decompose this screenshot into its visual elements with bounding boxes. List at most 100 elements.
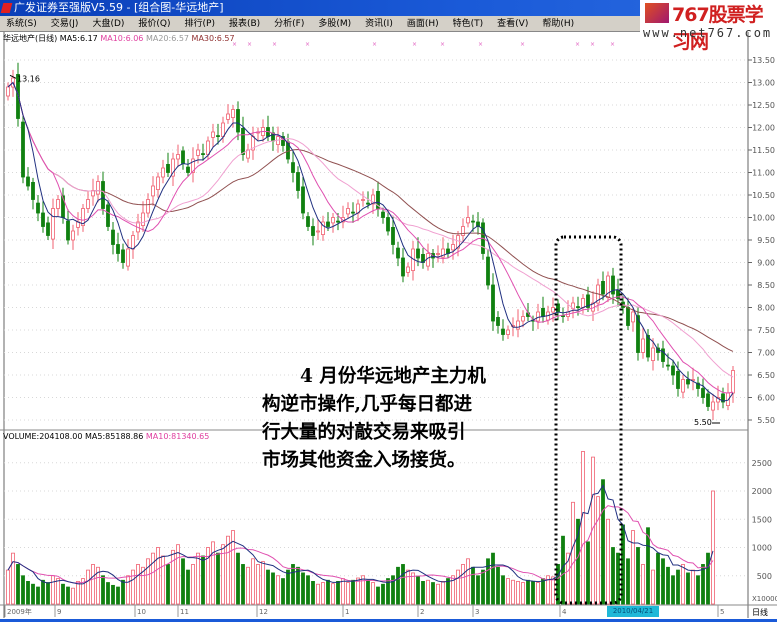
candle-down [391, 226, 395, 245]
info-marker-icon: × [412, 41, 417, 48]
menu-help[interactable]: 帮助(H) [542, 19, 575, 29]
high-price-label: 13.16 [17, 74, 40, 83]
volume-bar-up [176, 544, 180, 605]
candle-down [281, 136, 285, 146]
price-tick-label: 11.00 [752, 169, 775, 178]
menu-quote[interactable]: 报价(Q) [138, 19, 171, 29]
menu-rank[interactable]: 排行(P) [184, 19, 215, 29]
menu-report[interactable]: 报表(B) [228, 19, 261, 29]
candle-down [41, 212, 45, 227]
volume-bar-down [401, 564, 405, 605]
candle-up [211, 131, 215, 138]
candle-down [676, 370, 680, 389]
volume-tick-label: 2000 [752, 487, 772, 496]
candle-down [111, 229, 115, 245]
volume-bar-down [186, 569, 190, 605]
volume-bar-down [21, 575, 25, 605]
volume-bar-down [376, 586, 380, 605]
volume-bar-down [101, 575, 105, 605]
menu-analysis[interactable]: 分析(F) [274, 19, 305, 29]
volume-bar-up [596, 496, 600, 605]
volume-tick-label: 1500 [752, 515, 772, 524]
volume-bar-down [111, 584, 115, 605]
volume-bar-up [6, 569, 10, 605]
volume-bar-down [31, 583, 35, 605]
volume-bar-down [216, 552, 220, 605]
price-tick-label: 13.00 [752, 79, 775, 88]
price-tick-label: 7.50 [757, 326, 775, 335]
legend-ma5: MA5:6.17 [59, 34, 98, 43]
volume-bar-down [236, 552, 240, 605]
candle-up [156, 176, 160, 191]
volume-bar-up [341, 578, 345, 605]
menu-trade[interactable]: 交易(J) [50, 19, 79, 29]
legend-ma30: MA30:6.57 [191, 34, 235, 43]
price-legend: 华远地产(日线) MA5:6.17 MA10:6.06 MA20:6.57 MA… [3, 33, 235, 44]
ma10-line [7, 81, 734, 394]
candle-down [236, 109, 240, 133]
menu-market[interactable]: 大盘(D) [92, 19, 125, 29]
volume-bar-up [231, 530, 235, 605]
volume-bar-down [291, 564, 295, 605]
volume-bar-down [421, 581, 425, 605]
candle-down [106, 204, 110, 227]
volume-tick-label: 1000 [752, 544, 772, 553]
volume-bar-up [411, 572, 415, 605]
high-pointer [9, 74, 17, 79]
candle-down [36, 202, 40, 214]
candle-down [381, 211, 385, 218]
candle-up [226, 113, 230, 120]
candle-down [66, 220, 70, 241]
volume-bar-up [131, 569, 135, 605]
stock-chart[interactable]: 13.50 13.00 12.50 12.00 11.50 11.00 10.50 10.00… [0, 32, 777, 620]
volume-bar-up [96, 566, 100, 605]
candle-down [486, 256, 490, 286]
volume-bar-down [666, 566, 670, 605]
candle-up [681, 379, 685, 393]
volume-bar-down [661, 558, 665, 605]
info-marker-icon: × [478, 41, 483, 48]
price-tick-label: 8.50 [757, 281, 775, 290]
volume-bar-up [521, 582, 525, 605]
volume-bar-up [651, 569, 655, 605]
price-tick-label: 10.50 [752, 191, 775, 200]
candle-up [426, 253, 430, 267]
volume-bar-down [431, 582, 435, 605]
candle-up [141, 212, 145, 226]
volume-bar-up [76, 581, 80, 605]
volume-bar-up [211, 541, 215, 605]
menu-system[interactable]: 系统(S) [6, 19, 37, 29]
candle-down [401, 257, 405, 277]
volume-bar-down [266, 569, 270, 605]
menu-screen[interactable]: 画面(H) [406, 19, 439, 29]
candle-down [701, 388, 705, 398]
candle-down [21, 121, 25, 178]
menu-multi[interactable]: 多股(M) [318, 19, 352, 29]
candle-up [146, 199, 150, 214]
volume-bar-down [446, 578, 450, 605]
volume-bar-down [106, 582, 110, 605]
volume-bar-up [196, 552, 200, 605]
volume-bar-up [711, 490, 715, 605]
volume-bar-up [436, 583, 440, 605]
volume-bar-up [451, 575, 455, 605]
candle-down [661, 348, 665, 362]
ma5-line [7, 81, 734, 402]
candle-up [176, 154, 180, 160]
candle-up [191, 158, 195, 173]
candle-up [436, 253, 440, 255]
volume-bar-down [116, 586, 120, 605]
volume-bar-down [676, 569, 680, 605]
candle-up [606, 275, 610, 299]
volume-bar-up [171, 549, 175, 605]
candle-up [56, 199, 60, 209]
candle-down [601, 280, 605, 295]
volume-bar-up [51, 575, 55, 605]
candle-up [171, 158, 175, 177]
menu-special[interactable]: 特色(T) [452, 19, 484, 29]
volume-bar-up [356, 577, 360, 605]
menu-view[interactable]: 查看(V) [497, 19, 529, 29]
volume-bar-down [311, 581, 315, 605]
menu-news[interactable]: 资讯(I) [365, 19, 393, 29]
price-tick-label: 8.00 [757, 304, 775, 313]
